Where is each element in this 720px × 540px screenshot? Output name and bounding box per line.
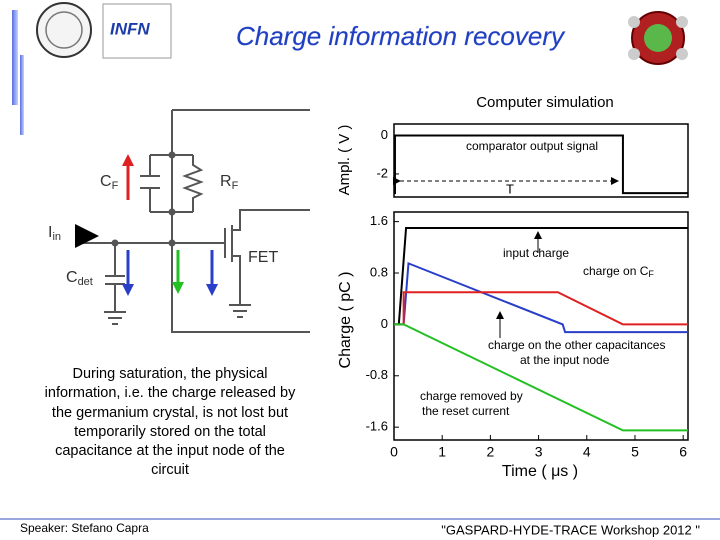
y-tick-label: 0 [381,316,388,331]
x-tick-label: 3 [535,444,543,460]
y-axis-label: Charge ( pC ) [337,272,354,369]
y-tick-label: 1.6 [370,213,388,228]
annotation: the reset current [422,404,510,418]
slide-title: Charge information recovery [236,21,566,51]
infn-logo-frame [102,3,172,59]
annotation: at the input node [520,353,610,367]
footer-speaker: Speaker: Stefano Capra [20,521,149,535]
annotation: input charge [503,246,569,260]
cdet-label: Cdet [66,269,93,288]
detector-icon [628,11,688,65]
x-tick-label: 1 [438,444,446,460]
annotation: charge on the other capacitances [488,338,665,352]
infn-logo: INFN [110,19,150,38]
series-line [394,291,688,326]
side-bar [20,55,24,135]
university-logo-ring [45,11,83,49]
y-tick-label: -0.8 [366,367,388,382]
x-axis-label: Time ( μs ) [502,463,578,480]
rf-label: RF [220,173,239,192]
y-axis-label: Ampl. ( V ) [336,125,353,196]
y-tick-label: -2 [376,165,388,180]
x-tick-label: 5 [631,444,639,460]
iin-label: Iin [48,224,61,243]
series-line [393,134,688,195]
university-logo [36,2,92,58]
cf-label: CF [100,173,119,192]
body-text: During saturation, the physical informat… [44,366,296,479]
plot-frame [393,211,689,441]
x-tick-label: 4 [583,444,591,460]
y-tick-label: 0.8 [370,264,388,279]
side-bar [12,10,18,105]
footer-event: "GASPARD-HYDE-TRACE Workshop 2012 " [441,522,700,537]
fet-label: FET [248,249,278,266]
x-tick-label: 0 [390,444,398,460]
y-tick-label: 0 [381,127,388,142]
circuit [75,109,310,333]
series-line [394,323,688,432]
annotation: T [506,181,514,196]
y-tick-label: -1.6 [366,419,388,434]
annotation: charge on CF [583,264,654,279]
annotation: comparator output signal [466,139,598,153]
annotation: charge removed by [420,389,523,403]
caption: Computer simulation [476,94,614,111]
x-tick-label: 6 [679,444,687,460]
x-tick-label: 2 [486,444,494,460]
